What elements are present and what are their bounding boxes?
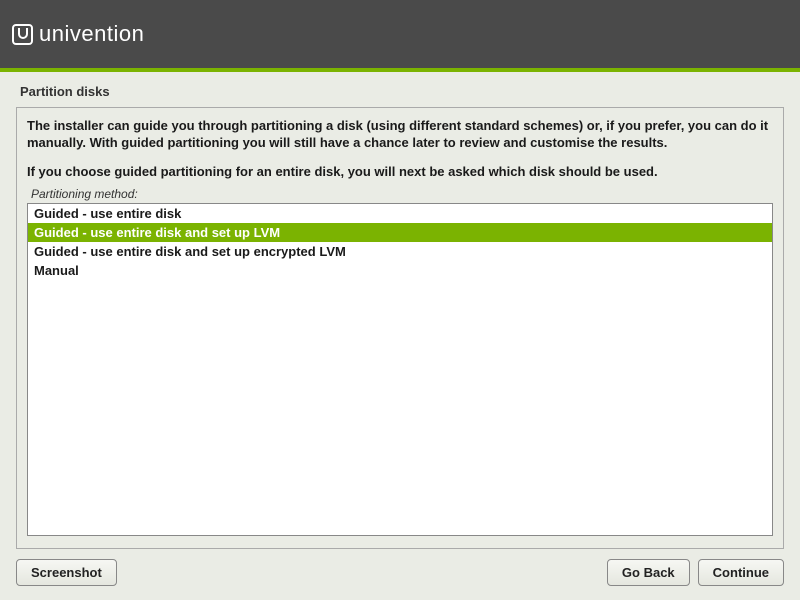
content-area: Partition disks The installer can guide … bbox=[0, 72, 800, 549]
brand-logo: univention bbox=[12, 21, 144, 47]
continue-button[interactable]: Continue bbox=[698, 559, 784, 586]
screenshot-button[interactable]: Screenshot bbox=[16, 559, 117, 586]
intro-text-1: The installer can guide you through part… bbox=[27, 118, 773, 152]
main-panel: The installer can guide you through part… bbox=[16, 107, 784, 549]
partitioning-method-label: Partitioning method: bbox=[31, 187, 773, 201]
list-item[interactable]: Guided - use entire disk bbox=[28, 204, 772, 223]
partitioning-method-list[interactable]: Guided - use entire disk Guided - use en… bbox=[27, 203, 773, 536]
go-back-button[interactable]: Go Back bbox=[607, 559, 690, 586]
list-item[interactable]: Guided - use entire disk and set up encr… bbox=[28, 242, 772, 261]
list-item[interactable]: Manual bbox=[28, 261, 772, 280]
brand-logo-text: univention bbox=[39, 21, 144, 47]
intro-text-2: If you choose guided partitioning for an… bbox=[27, 164, 773, 181]
brand-logo-icon bbox=[12, 24, 33, 45]
page-title: Partition disks bbox=[16, 84, 784, 107]
footer: Screenshot Go Back Continue bbox=[0, 549, 800, 600]
list-item[interactable]: Guided - use entire disk and set up LVM bbox=[28, 223, 772, 242]
header: univention bbox=[0, 0, 800, 68]
